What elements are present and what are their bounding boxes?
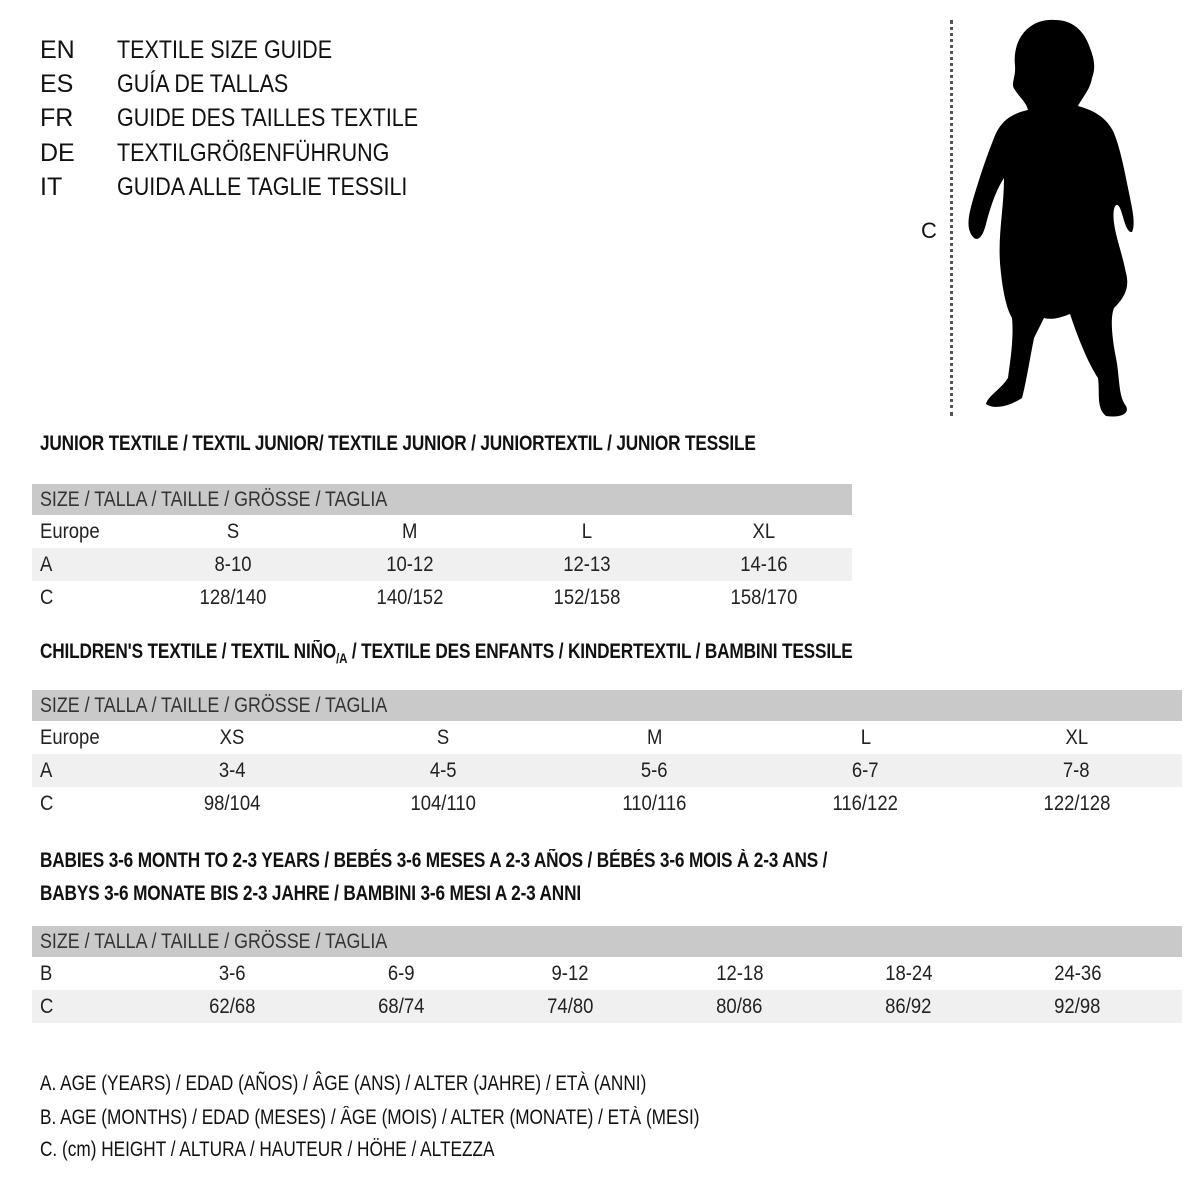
table-cell: 74/80 — [547, 995, 594, 1018]
row-label: A — [40, 759, 53, 782]
lang-code: DE — [40, 139, 75, 167]
table-cell: 24-36 — [1053, 962, 1102, 985]
table-cell: 62/68 — [209, 995, 256, 1018]
legend-a: A. AGE (YEARS) / EDAD (AÑOS) / ÂGE (ANS)… — [40, 1072, 647, 1095]
table-cell: 122/128 — [1043, 792, 1110, 815]
table-cell: M — [646, 726, 663, 749]
table-cell: XL — [752, 520, 775, 543]
table-cell: 86/92 — [885, 995, 932, 1018]
table-cell: 10-12 — [386, 553, 434, 576]
lang-code: EN — [40, 36, 75, 64]
legend-b: B. AGE (MONTHS) / EDAD (MESES) / ÂGE (MO… — [40, 1106, 700, 1129]
junior-size-table: SIZE / TALLA / TAILLE / GRÖSSE / TAGLIA … — [32, 484, 852, 614]
table-cell: 128/140 — [199, 586, 267, 609]
table-header: SIZE / TALLA / TAILLE / GRÖSSE / TAGLIA — [32, 484, 852, 515]
table-cell: 6-9 — [388, 962, 415, 985]
babies-heading-line-1: BABIES 3-6 MONTH TO 2-3 YEARS / BEBÉS 3-… — [40, 849, 828, 872]
row-label: C — [40, 792, 54, 815]
table-cell: 6-7 — [852, 759, 879, 782]
row-label: B — [40, 962, 53, 985]
table-cell: 116/122 — [832, 792, 899, 815]
babies-size-table: SIZE / TALLA / TAILLE / GRÖSSE / TAGLIA … — [32, 926, 1182, 1023]
junior-heading: JUNIOR TEXTILE / TEXTIL JUNIOR/ TEXTILE … — [40, 432, 756, 455]
table-cell: 98/104 — [204, 792, 261, 815]
table-cell: 18-24 — [884, 962, 933, 985]
legend-c: C. (cm) HEIGHT / ALTURA / HAUTEUR / HÖHE… — [40, 1138, 495, 1161]
table-row: C 98/104 104/110 110/116 116/122 122/128 — [32, 787, 1182, 820]
table-row: A 3-4 4-5 5-6 6-7 7-8 — [32, 754, 1182, 787]
table-header: SIZE / TALLA / TAILLE / GRÖSSE / TAGLIA — [32, 926, 1182, 957]
header-text: SIZE / TALLA / TAILLE / GRÖSSE / TAGLIA — [40, 930, 388, 953]
table-cell: 68/74 — [378, 995, 425, 1018]
table-cell: S — [437, 726, 450, 749]
table-row: C 62/68 68/74 74/80 80/86 86/92 92/98 — [32, 990, 1182, 1023]
table-cell: 8-10 — [214, 553, 252, 576]
lang-code: FR — [40, 104, 74, 132]
lang-title: GUIDA ALLE TAGLIE TESSILI — [117, 173, 408, 201]
children-heading: CHILDREN'S TEXTILE / TEXTIL NIÑO/A / TEX… — [40, 640, 853, 667]
lang-code: ES — [40, 70, 74, 98]
table-cell: 140/152 — [376, 586, 444, 609]
table-cell: 12-18 — [715, 962, 764, 985]
table-row: C 128/140 140/152 152/158 158/170 — [32, 581, 852, 614]
table-cell: 3-4 — [219, 759, 246, 782]
table-cell: 7-8 — [1063, 759, 1090, 782]
table-row: Europe S M L XL — [32, 515, 852, 548]
table-cell: 152/158 — [553, 586, 621, 609]
row-label: C — [40, 586, 54, 609]
table-cell: 12-13 — [563, 553, 611, 576]
table-cell: XL — [1065, 726, 1088, 749]
table-cell: S — [227, 520, 240, 543]
babies-heading-line-2: BABYS 3-6 MONATE BIS 2-3 JAHRE / BAMBINI… — [40, 882, 581, 905]
table-cell: L — [860, 726, 871, 749]
table-cell: M — [402, 520, 418, 543]
table-cell: 80/86 — [716, 995, 763, 1018]
child-silhouette-icon — [968, 19, 1134, 417]
table-cell: 4-5 — [430, 759, 457, 782]
table-row: A 8-10 10-12 12-13 14-16 — [32, 548, 852, 581]
table-cell: 158/170 — [730, 586, 798, 609]
table-cell: 9-12 — [552, 962, 589, 985]
row-label: A — [40, 553, 53, 576]
table-cell: XS — [220, 726, 245, 749]
table-cell: 92/98 — [1054, 995, 1101, 1018]
header-text: SIZE / TALLA / TAILLE / GRÖSSE / TAGLIA — [40, 694, 388, 717]
table-cell: 14-16 — [739, 553, 788, 576]
header-text: SIZE / TALLA / TAILLE / GRÖSSE / TAGLIA — [40, 488, 388, 511]
table-cell: 104/110 — [410, 792, 477, 815]
table-cell: 5-6 — [641, 759, 668, 782]
lang-code: IT — [40, 173, 63, 201]
children-size-table: SIZE / TALLA / TAILLE / GRÖSSE / TAGLIA … — [32, 690, 1182, 820]
row-label: Europe — [40, 726, 100, 749]
table-cell: 3-6 — [219, 962, 246, 985]
table-cell: 110/116 — [622, 792, 687, 815]
table-row: Europe XS S M L XL — [32, 721, 1182, 754]
height-measure-line — [950, 20, 953, 416]
lang-title: GUÍA DE TALLAS — [117, 70, 289, 98]
lang-title: TEXTILE SIZE GUIDE — [117, 36, 333, 64]
table-cell: L — [581, 520, 592, 543]
table-header: SIZE / TALLA / TAILLE / GRÖSSE / TAGLIA — [32, 690, 1182, 721]
table-row: B 3-6 6-9 9-12 12-18 18-24 24-36 — [32, 957, 1182, 990]
row-label: C — [40, 995, 54, 1018]
lang-title: TEXTILGRÖßENFÜHRUNG — [117, 139, 390, 167]
lang-title: GUIDE DES TAILLES TEXTILE — [117, 104, 419, 132]
height-measure-label: C — [921, 218, 937, 243]
row-label: Europe — [40, 520, 100, 543]
